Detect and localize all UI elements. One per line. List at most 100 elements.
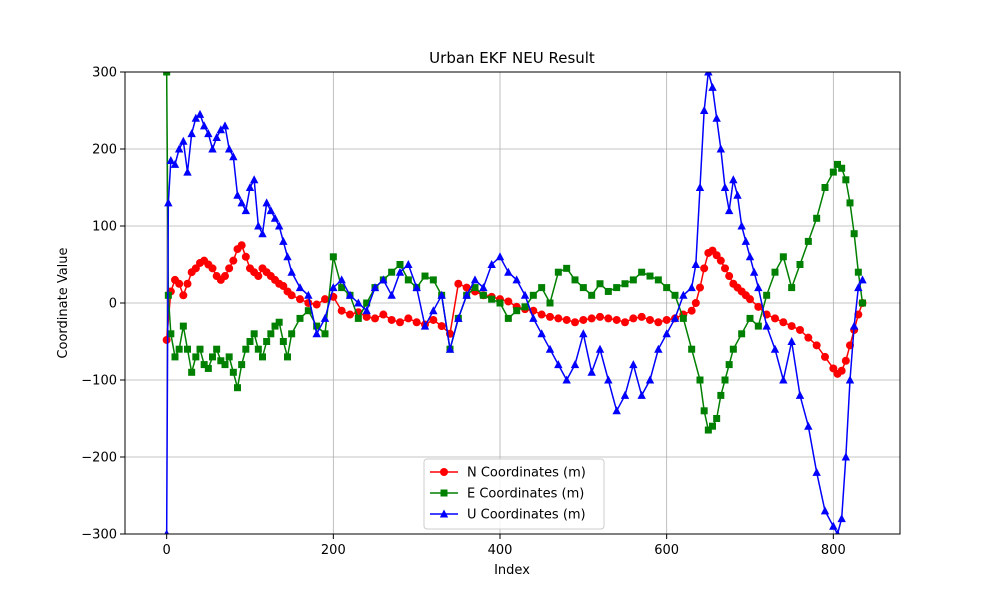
data-point [241, 252, 250, 261]
data-point [771, 314, 779, 323]
data-point [721, 264, 729, 273]
data-point [175, 345, 183, 353]
data-point [733, 190, 742, 199]
data-point [770, 344, 780, 353]
data-point [224, 144, 234, 153]
data-point [479, 291, 487, 299]
data-point [174, 144, 184, 153]
data-point [287, 267, 296, 276]
data-point [266, 206, 276, 215]
data-point [337, 275, 346, 284]
data-point [612, 315, 621, 324]
data-point [225, 264, 234, 273]
data-point [729, 345, 737, 353]
data-point [546, 299, 554, 307]
data-point [271, 322, 279, 330]
data-point [779, 375, 788, 384]
data-point [712, 251, 721, 260]
data-point [595, 344, 605, 353]
data-point [709, 422, 716, 430]
legend-box [423, 458, 605, 530]
data-point [835, 529, 840, 534]
data-point [229, 256, 238, 265]
data-point [404, 260, 413, 268]
x-tick-label: 200 [321, 543, 346, 558]
data-point [179, 322, 187, 330]
data-point [708, 82, 717, 91]
data-point [187, 129, 196, 138]
data-point [363, 299, 371, 307]
data-point [225, 353, 233, 361]
data-point [621, 318, 629, 327]
data-point [164, 529, 170, 534]
data-point [629, 360, 638, 369]
data-point [421, 272, 429, 280]
data-point [671, 291, 679, 299]
data-point [546, 312, 554, 321]
data-point [354, 298, 363, 307]
data-point [183, 167, 192, 176]
data-point [245, 183, 255, 191]
data-point [829, 521, 838, 530]
data-point [704, 426, 712, 434]
data-point [404, 314, 413, 323]
y-tick-label: 200 [92, 143, 117, 158]
data-point [746, 295, 754, 304]
data-point [379, 275, 388, 284]
data-point [717, 391, 725, 399]
data-point [249, 175, 259, 184]
data-point [613, 284, 621, 292]
data-point [637, 390, 646, 399]
data-point [691, 260, 701, 268]
data-point [562, 375, 571, 384]
data-point [579, 329, 588, 338]
data-point [321, 295, 329, 304]
data-point [454, 313, 463, 322]
data-point [337, 306, 346, 315]
data-point [471, 284, 479, 292]
data-point [629, 314, 638, 323]
data-point [737, 221, 746, 230]
data-point [288, 330, 296, 338]
data-point [346, 310, 354, 319]
data-point [462, 283, 471, 292]
data-point [629, 276, 637, 284]
data-point [754, 283, 763, 292]
data-point [841, 452, 851, 461]
data-point [470, 275, 480, 284]
series-line [165, 72, 864, 534]
data-point [429, 276, 437, 284]
data-point [571, 318, 579, 327]
data-point [184, 345, 191, 353]
data-point [313, 322, 321, 330]
data-point [312, 329, 321, 338]
data-point [479, 283, 488, 292]
data-point [396, 318, 404, 327]
data-point [662, 315, 671, 324]
data-point [771, 268, 779, 276]
data-point [529, 313, 538, 322]
data-point [821, 352, 829, 361]
data-point [804, 421, 813, 430]
data-point [716, 256, 725, 265]
data-point [237, 241, 246, 250]
data-point [171, 353, 179, 361]
data-point [670, 313, 680, 322]
legend-entry: U Coordinates (m) [430, 508, 586, 523]
data-point [262, 198, 271, 207]
y-tick-label: −200 [81, 451, 117, 466]
data-point [795, 390, 805, 399]
data-point [754, 302, 763, 311]
data-point [841, 356, 850, 365]
data-point [716, 144, 726, 153]
data-point [513, 307, 521, 315]
x-tick-label: 400 [488, 543, 513, 558]
data-point [279, 282, 288, 291]
x-axis-label: Index [494, 563, 530, 578]
data-point [849, 321, 859, 330]
data-point [329, 283, 338, 292]
data-point [208, 144, 217, 153]
data-point [345, 290, 355, 299]
data-point [538, 284, 546, 292]
